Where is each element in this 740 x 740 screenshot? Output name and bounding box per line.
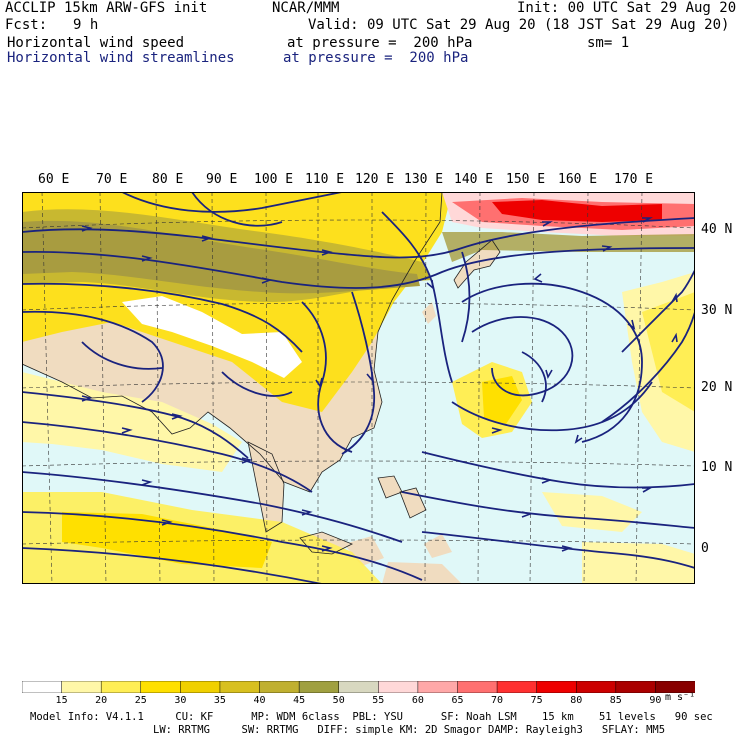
forecast-value: 9 h (73, 17, 99, 33)
colorbar-tick-label: 55 (372, 695, 385, 706)
lat-label: 40 N (701, 222, 733, 237)
lon-label: 130 E (404, 172, 444, 187)
colorbar-swatch (61, 681, 102, 693)
colorbar-tick-label: 40 (253, 695, 266, 706)
wind-map (22, 192, 695, 584)
colorbar-swatch (22, 681, 63, 693)
lon-label: 110 E (305, 172, 345, 187)
colorbar-swatch (298, 681, 340, 693)
field2-name: Horizontal wind streamlines (7, 50, 235, 66)
colorbar (22, 681, 695, 693)
field1-name: Horizontal wind speed (7, 35, 185, 51)
lon-label: 170 E (614, 172, 654, 187)
streamlines (22, 192, 695, 584)
colorbar-tick-label: 60 (411, 695, 424, 706)
model-title: ACCLIP 15km ARW-GFS init (5, 0, 208, 16)
center-label: NCAR/MMM (272, 0, 340, 16)
lon-label: 120 E (355, 172, 395, 187)
lon-label: 60 E (38, 172, 70, 187)
colorbar-swatch (378, 681, 419, 693)
lon-label: 100 E (254, 172, 294, 187)
colorbar-swatch (615, 681, 657, 693)
graticule (22, 192, 695, 584)
colorbar-swatch (655, 681, 695, 693)
valid-time: Valid: 09 UTC Sat 29 Aug 20 (18 JST Sat … (308, 17, 730, 33)
colorbar-tick-label: 90 (649, 695, 662, 706)
colorbar-swatch (140, 681, 182, 693)
colorbar-tick-label: 25 (134, 695, 147, 706)
lat-label: 10 N (701, 460, 733, 475)
lon-label: 160 E (558, 172, 598, 187)
colorbar-tick-label: 15 (55, 695, 68, 706)
colorbar-tick-label: 80 (570, 695, 583, 706)
colorbar-swatch (575, 681, 617, 693)
colorbar-swatch (259, 681, 300, 693)
colorbar-tick-label: 65 (451, 695, 464, 706)
colorbar-tick-label: 85 (609, 695, 622, 706)
colorbar-tick-label: 30 (174, 695, 187, 706)
field2-level: at pressure = 200 hPa (283, 50, 469, 66)
forecast-label: Fcst: (5, 17, 48, 33)
colorbar-tick-label: 75 (530, 695, 543, 706)
lat-label: 0 (701, 541, 709, 556)
colorbar-tick-label: 20 (95, 695, 108, 706)
colorbar-swatch (219, 681, 261, 693)
colorbar-tick-label: 45 (293, 695, 306, 706)
model-info-line1: Model Info: V4.1.1 CU: KF MP: WDM 6class… (30, 711, 713, 723)
model-info-line2: LW: RRTMG SW: RRTMG DIFF: simple KM: 2D … (153, 724, 666, 736)
streamline-arrows (81, 217, 678, 552)
colorbar-unit: m s⁻¹ (665, 692, 696, 703)
lat-label: 30 N (701, 303, 733, 318)
colorbar-swatch (496, 681, 538, 693)
colorbar-swatch (536, 681, 577, 693)
colorbar-tick-label: 35 (213, 695, 226, 706)
colorbar-swatch (338, 681, 380, 693)
colorbar-swatch (417, 681, 459, 693)
init-time: Init: 00 UTC Sat 29 Aug 20 (517, 0, 737, 16)
colorbar-swatch (457, 681, 498, 693)
lon-label: 140 E (454, 172, 494, 187)
lon-label: 90 E (206, 172, 238, 187)
colorbar-tick-label: 70 (491, 695, 504, 706)
colorbar-tick-label: 50 (332, 695, 345, 706)
lon-label: 150 E (506, 172, 546, 187)
coastlines (22, 192, 501, 555)
lon-label: 80 E (152, 172, 184, 187)
lon-label: 70 E (96, 172, 128, 187)
lat-label: 20 N (701, 380, 733, 395)
field1-level: at pressure = 200 hPa (287, 35, 473, 51)
map-frame (22, 192, 695, 584)
smoothing-label: sm= 1 (587, 35, 630, 51)
colorbar-swatch (100, 681, 142, 693)
colorbar-swatch (180, 681, 221, 693)
